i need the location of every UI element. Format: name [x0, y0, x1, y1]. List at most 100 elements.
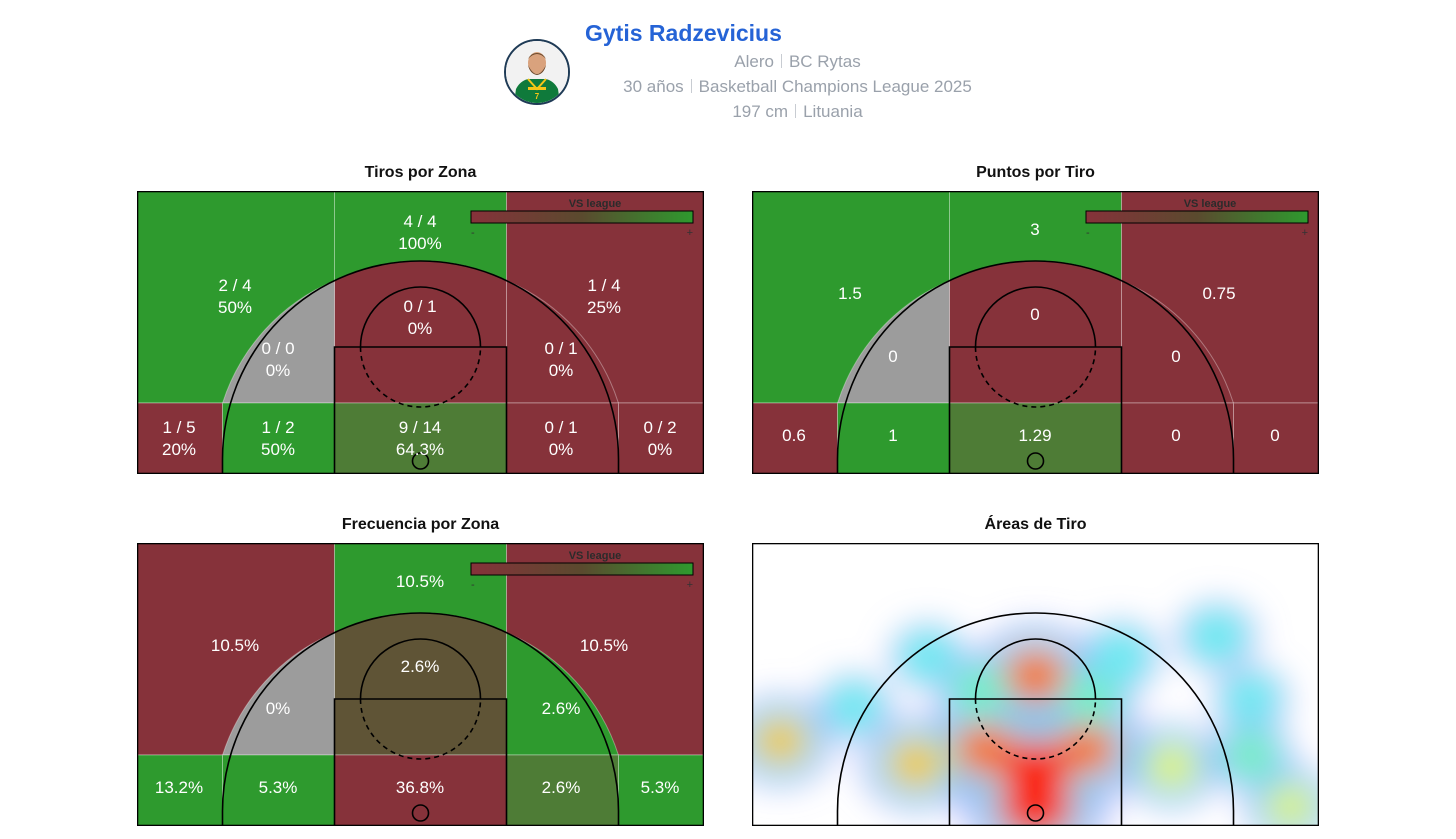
hoop	[411, 452, 430, 470]
zone-right-midrange	[506, 279, 620, 404]
zone-top-key	[334, 612, 507, 756]
zone-value-right-baseline: 2.6%	[542, 778, 581, 797]
legend-title: VS league	[1184, 198, 1237, 210]
hoop	[1026, 804, 1045, 822]
legend-plus: +	[687, 579, 693, 591]
zone-value-left-wing-three: 10.5%	[211, 636, 259, 655]
density-core	[1056, 724, 1117, 775]
zone-value-paint: 1.29	[1018, 426, 1051, 445]
svg-text:7: 7	[535, 92, 540, 101]
zone-value-right-baseline: 0 / 1	[544, 418, 577, 437]
player-role-line: Alero BC Rytas	[585, 52, 1010, 72]
density-core	[1233, 684, 1269, 714]
three-point-line	[836, 260, 1235, 474]
zone-labels: 1.5 3 0.75 0 0 0 0.6 1 1.29 0 0	[782, 220, 1280, 445]
zone-value-right-wing-three: 1 / 4	[587, 276, 620, 295]
paint-lines	[333, 346, 508, 474]
player-competition: Basketball Champions League 2025	[698, 77, 972, 96]
court-lines	[752, 191, 1319, 474]
zone-pct-right-baseline: 0%	[549, 440, 574, 459]
zone-pct-top-three: 100%	[398, 234, 441, 253]
player-country: Lituania	[803, 102, 863, 121]
legend-colorbar	[1085, 210, 1309, 224]
zone-value-right-baseline: 0	[1171, 426, 1180, 445]
zone-value-top-key: 2.6%	[401, 657, 440, 676]
paint-lines	[948, 698, 1123, 826]
legend-colorbar	[470, 562, 694, 576]
three-point-line	[221, 260, 620, 474]
free-throw-circle	[359, 638, 482, 700]
free-throw-circle-dashed	[974, 698, 1097, 760]
chart-title: Tiros por Zona	[364, 164, 477, 181]
court-chart-puntos-por-tiro: 1.5 3 0.75 0 0 0 0.6 1 1.29 0 0 VS league - +	[752, 191, 1319, 474]
legend-plus: +	[1302, 227, 1308, 239]
court-border	[752, 191, 1319, 474]
density-core	[754, 719, 807, 764]
zone-paint	[334, 402, 507, 474]
free-throw-circle-dashed	[974, 346, 1097, 408]
zone-right-baseline	[506, 402, 619, 474]
zone-value-left-baseline: 1 / 2	[261, 418, 294, 437]
free-throw-circle-dashed	[359, 698, 482, 760]
zone-left-corner-three	[137, 402, 223, 474]
zone-pct-left-midrange: 0%	[266, 361, 291, 380]
legend: VS league - +	[470, 198, 694, 239]
court-chart-tiros-por-zona: 2 / 4 50% 4 / 4 100% 1 / 4 25% 0 / 1 0% 0 / 0 0% 0…	[137, 191, 704, 474]
legend: VS league - +	[470, 550, 694, 591]
zone-value-right-corner-three: 0 / 2	[643, 418, 676, 437]
density-core	[1147, 746, 1196, 787]
density-core	[952, 723, 1016, 777]
court-lines	[752, 543, 1319, 826]
free-throw-circle	[359, 286, 482, 348]
player-team: BC Rytas	[788, 52, 861, 71]
zone-value-top-key: 0	[1030, 305, 1039, 324]
free-throw-circle-dashed	[359, 346, 482, 408]
legend: VS league - +	[1085, 198, 1309, 239]
player-size-line: 197 cm Lituania	[585, 102, 1010, 122]
zone-value-left-corner-three: 0.6	[782, 426, 806, 445]
legend-title: VS league	[569, 550, 622, 562]
player-position: Alero	[734, 52, 774, 71]
zone-left-corner-three	[137, 754, 223, 826]
separator	[690, 79, 692, 93]
three-point-line	[836, 612, 1235, 826]
free-throw-circle	[974, 638, 1097, 700]
player-header: 7 Gytis Radzevicius Alero BC Rytas 30 año…	[0, 0, 1456, 140]
hoop	[411, 804, 430, 822]
zone-left-midrange	[221, 631, 335, 756]
separator	[795, 104, 797, 118]
zone-left-midrange	[836, 279, 950, 404]
player-height: 197 cm	[732, 102, 789, 121]
zone-right-midrange	[506, 631, 620, 756]
player-age: 30 años	[623, 77, 684, 96]
zone-value-left-midrange: 0%	[266, 699, 291, 718]
zone-value-top-three: 3	[1030, 220, 1039, 239]
zone-labels: 10.5% 10.5% 10.5% 2.6% 0% 2.6% 13.2% 5.3% 36.8% 2…	[155, 572, 679, 797]
zone-value-left-midrange: 0	[888, 347, 897, 366]
player-portrait-icon: 7	[506, 41, 568, 103]
three-point-line	[221, 612, 620, 826]
zone-value-top-three: 10.5%	[396, 572, 444, 591]
density-core	[1198, 620, 1236, 652]
zone-pct-right-midrange: 0%	[549, 361, 574, 380]
zone-pct-right-corner-three: 0%	[648, 440, 673, 459]
paint-lines	[948, 346, 1123, 474]
zone-pct-left-corner-three: 20%	[162, 440, 196, 459]
zone-value-right-midrange: 0	[1171, 347, 1180, 366]
zone-right-corner-three	[618, 402, 704, 474]
free-throw-circle	[974, 286, 1097, 348]
zone-value-paint: 9 / 14	[399, 418, 442, 437]
paint-lines	[333, 698, 508, 826]
zone-value-left-wing-three: 2 / 4	[218, 276, 251, 295]
density-core	[888, 740, 945, 787]
density-core	[1102, 640, 1140, 672]
court-lines	[137, 543, 704, 826]
zones	[137, 191, 704, 474]
zone-value-right-midrange: 2.6%	[542, 699, 581, 718]
chart-title: Puntos por Tiro	[976, 164, 1095, 181]
zone-value-left-midrange: 0 / 0	[261, 339, 294, 358]
zone-value-right-midrange: 0 / 1	[544, 339, 577, 358]
zone-value-left-corner-three: 1 / 5	[162, 418, 195, 437]
legend-minus: -	[471, 227, 475, 239]
zone-value-right-corner-three: 0	[1270, 426, 1279, 445]
